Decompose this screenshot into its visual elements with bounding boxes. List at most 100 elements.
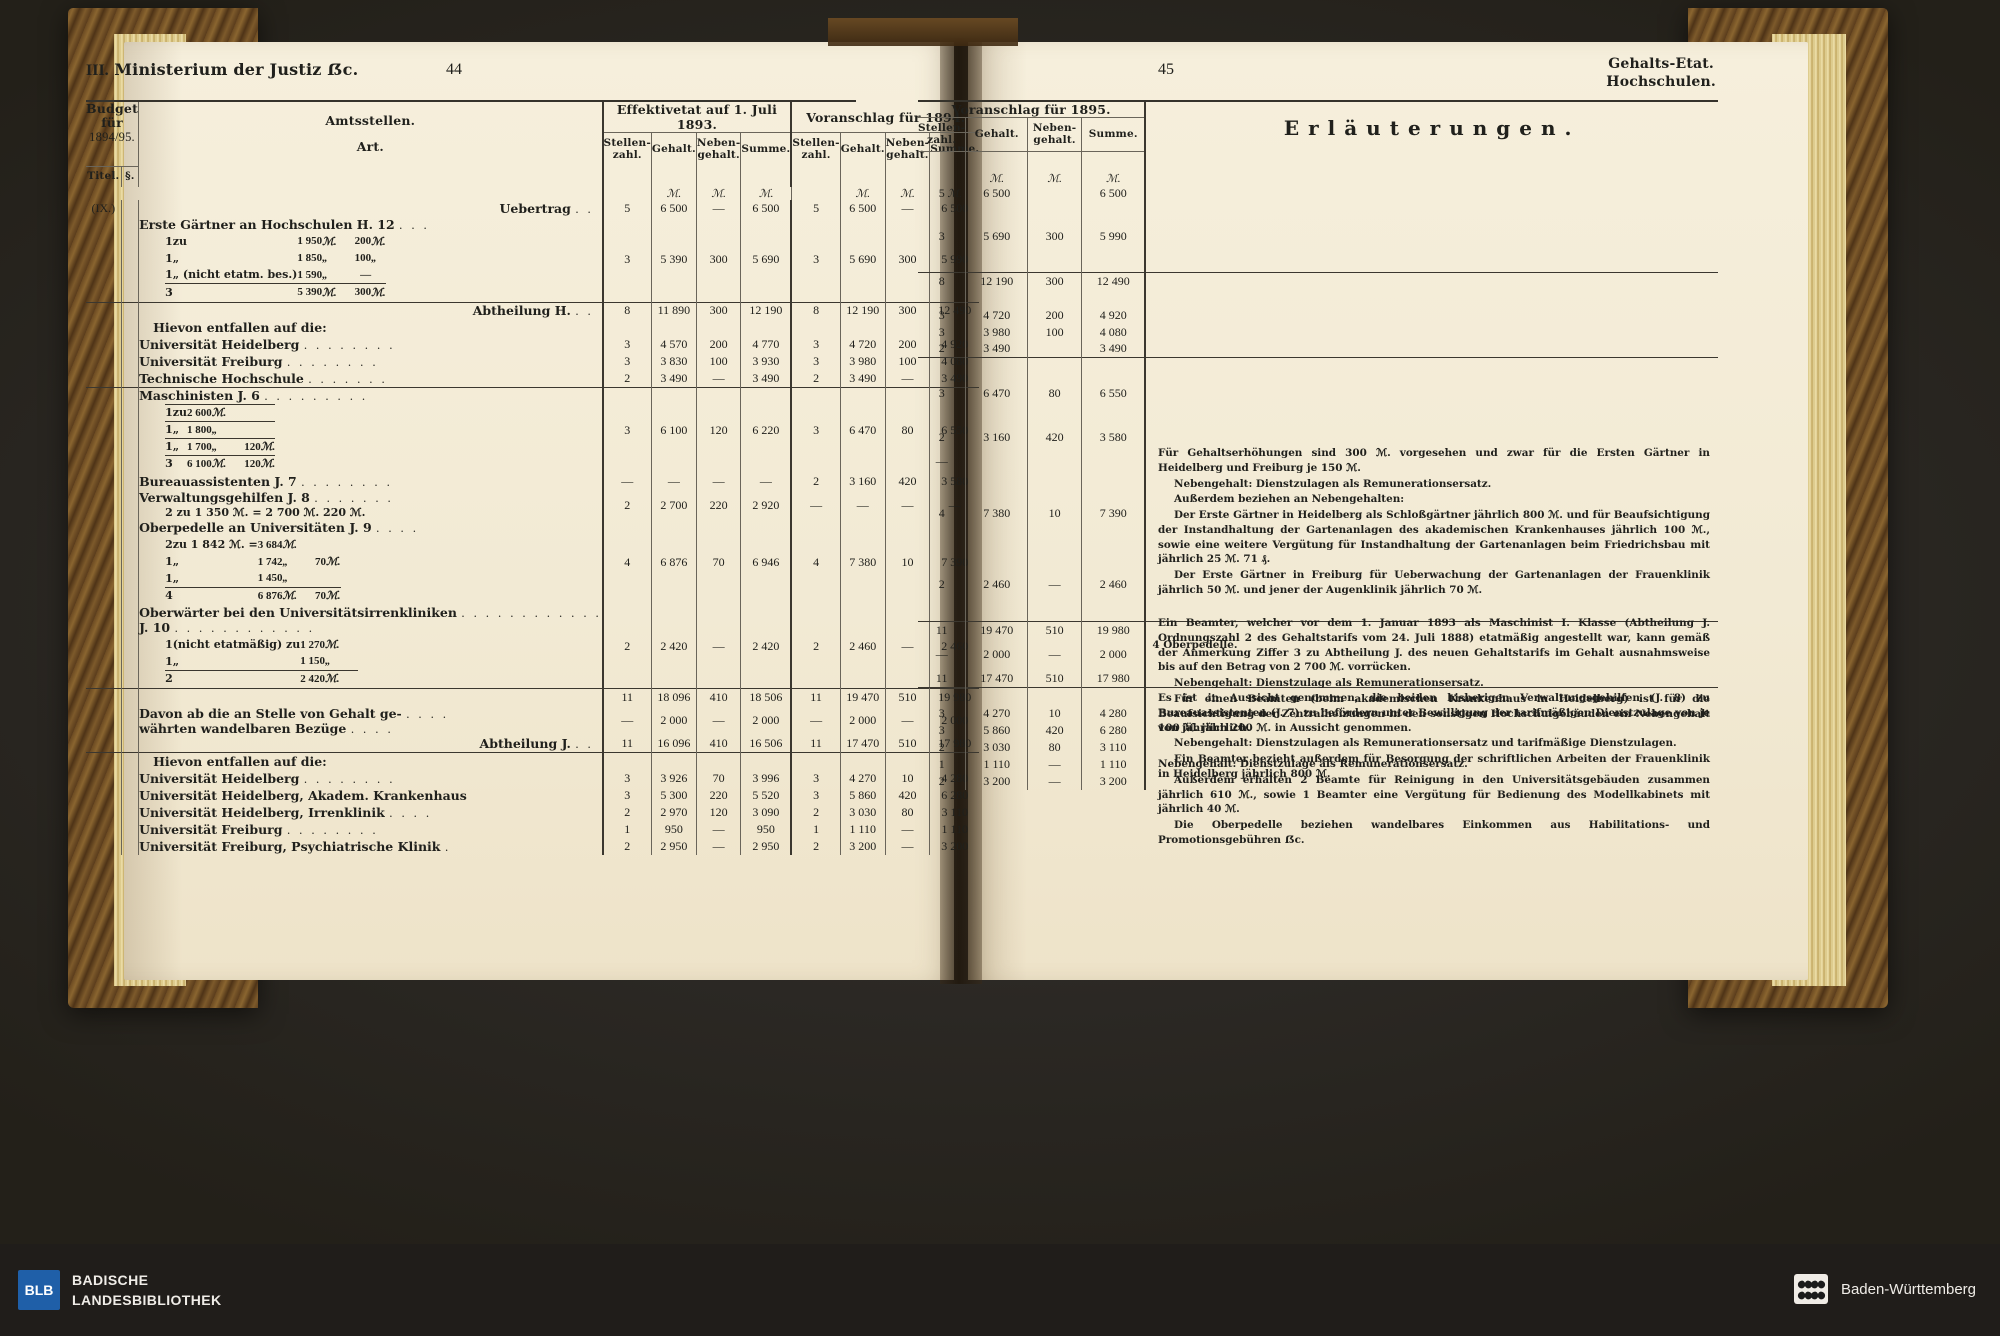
breakdown-neben-unit xyxy=(260,420,276,438)
right-running-head-title: Gehalts-Etat. Hochschulen. xyxy=(1606,56,1716,91)
row-label-text: Verwaltungsgehilfen J. 8 xyxy=(139,490,310,505)
breakdown-row: 2 zu 1 842 ℳ. = 3 684 ℳ. xyxy=(165,536,340,553)
row-label-text: Universität Freiburg xyxy=(139,821,283,837)
breakdown-qualifier: zu xyxy=(172,403,187,421)
salary-breakdown: 1 zu 1 950 ℳ. 200 ℳ. 1 „ 1 850 „ 100 „ 1 „ (nicht e… xyxy=(139,232,601,302)
value-cell: 200 xyxy=(1027,306,1082,324)
budget-table-right: Voranschlag für 1895. Erläuterungen. Ste… xyxy=(918,100,1718,846)
value-cell: 510 xyxy=(1027,621,1082,639)
salary-breakdown-inline: 2 zu 1 350 ℳ. = 2 700 ℳ. 220 ℳ. xyxy=(165,506,366,519)
value-cell: 3 xyxy=(601,216,652,302)
breakdown-neben: 200 xyxy=(354,235,372,247)
value-cell: 4 270 xyxy=(839,769,886,787)
value-cell: 2 000 xyxy=(965,638,1028,671)
paragraph-cell xyxy=(120,473,139,490)
value-cell: 19 980 xyxy=(1081,621,1146,639)
explanation-inline-note xyxy=(1144,755,1718,773)
explanation-paragraph: Die Oberpedelle beziehen wandelbares Ein… xyxy=(1158,819,1710,846)
breakdown-unit: ℳ. xyxy=(322,283,337,301)
row-label: Oberpedelle an Universitäten J. 9 . . . … xyxy=(138,520,603,605)
value-cell: 2 xyxy=(938,341,945,356)
paragraph-cell xyxy=(120,336,139,353)
breakdown-amount: 1 270 xyxy=(300,638,326,651)
value-cell: 11 xyxy=(790,688,841,706)
subheader-summe-1893: Summe. xyxy=(740,132,792,167)
titel-cell xyxy=(86,770,121,787)
value-cell: 3 090 xyxy=(740,803,792,821)
value-cell: 6 100 xyxy=(650,386,697,473)
right-page-content: 45 Gehalts-Etat. Hochschulen. Voranschla… xyxy=(918,56,1718,846)
breakdown-qualifier: „ xyxy=(172,571,180,585)
blb-logo: BLB xyxy=(18,1270,60,1310)
paragraph-cell xyxy=(120,353,139,370)
value-cell: 8 xyxy=(790,301,841,319)
leader-dots: . . . . xyxy=(376,522,419,535)
value-cell: 4 570 xyxy=(650,336,697,353)
value-cell xyxy=(790,319,841,336)
value-cell: 7 380 xyxy=(965,477,1028,549)
explanation-inline-note xyxy=(1144,184,1718,202)
breakdown-count: 3 xyxy=(165,283,173,301)
value-cell: 3 xyxy=(601,386,652,473)
titel-cell: (IX.) xyxy=(91,200,116,215)
value-cell: 1 xyxy=(601,820,652,838)
titel-cell xyxy=(86,804,121,821)
row-label: Universität Heidelberg, Irrenklinik . . … xyxy=(138,803,603,821)
breakdown-neben: 120 xyxy=(226,454,261,472)
value-cell: — xyxy=(790,705,841,736)
paragraph-cell xyxy=(120,752,139,770)
row-label: Davon ab die an Stelle von Gehalt ge- . … xyxy=(138,705,603,736)
explanation-inline-note xyxy=(1144,340,1718,358)
value-cell: 1 110 xyxy=(929,820,980,838)
value-cell xyxy=(1027,289,1082,307)
leader-dots: . . . . . . . . . . . . xyxy=(174,622,315,635)
value-cell: 3 980 xyxy=(965,323,1028,341)
row-label-continuation: J. 10 . . . . . . . . . . . . xyxy=(139,620,315,635)
ministry-title: Ministerium der Justiz ẞc. xyxy=(114,60,359,79)
value-cell: 5 520 xyxy=(740,786,792,804)
breakdown-unit: „ xyxy=(282,555,288,568)
value-cell: 2 950 xyxy=(740,837,792,855)
subheader-gehalt-1894: Gehalt. xyxy=(839,132,886,167)
state-name: Baden-Württemberg xyxy=(1840,1280,1976,1298)
value-cell: — xyxy=(740,473,792,490)
breakdown-qualifier xyxy=(172,283,298,301)
row-label-text: Universität Heidelberg xyxy=(139,337,300,352)
breakdown-row: 2 2 420 ℳ. xyxy=(165,669,358,687)
value-cell: 18 506 xyxy=(740,688,792,706)
value-cell: 4 720 xyxy=(839,336,886,353)
breakdown-unit: ℳ. xyxy=(322,235,337,248)
explanation-inline-note xyxy=(1144,670,1718,688)
value-cell xyxy=(1081,289,1146,307)
explanation-block: Nebengehalt: Dienstzulage als Remunerati… xyxy=(1154,757,1720,849)
breakdown-neben: 120 xyxy=(226,437,261,455)
breakdown-unit: „ xyxy=(211,437,227,455)
value-cell xyxy=(884,752,930,770)
breakdown-neben-unit: ℳ. xyxy=(260,437,276,455)
value-cell: 2 000 xyxy=(650,705,697,736)
breakdown-unit: ℳ. xyxy=(325,639,340,651)
table-row: 1 1 110—1 110 xyxy=(918,755,1718,773)
table-row: 4 7 380 10 7 390 xyxy=(918,477,1718,549)
breakdown-unit: ℳ. xyxy=(211,454,227,472)
explanation-inline-note xyxy=(1144,621,1718,639)
budget-table-left: Budget für 1894/95. Amtsstellen. Art. Ef… xyxy=(86,100,980,855)
value-cell xyxy=(918,290,966,307)
value-cell: 80 xyxy=(1027,357,1082,429)
value-cell: 3 xyxy=(790,786,841,804)
value-cell: 12 490 xyxy=(1081,272,1146,290)
breakdown-count: 1 xyxy=(165,654,173,668)
breakdown-qualifier: „ xyxy=(172,437,187,455)
breakdown-qualifier: „ xyxy=(172,251,180,265)
table-row: 8 12 190 300 12 490 xyxy=(918,272,1718,290)
breakdown-row: 1 „ 1 850 „ 100 „ xyxy=(165,250,386,267)
titel-cell xyxy=(86,301,122,319)
header-titel-row: Titel. §. xyxy=(86,166,980,187)
value-cell xyxy=(1027,340,1082,358)
value-cell: 2 xyxy=(790,370,841,387)
breakdown-amount: 1 800 xyxy=(186,420,212,438)
hochschulen-label: Hochschulen. xyxy=(1606,73,1716,90)
value-cell xyxy=(650,752,697,770)
currency-symbol: ℳ. xyxy=(884,186,930,200)
